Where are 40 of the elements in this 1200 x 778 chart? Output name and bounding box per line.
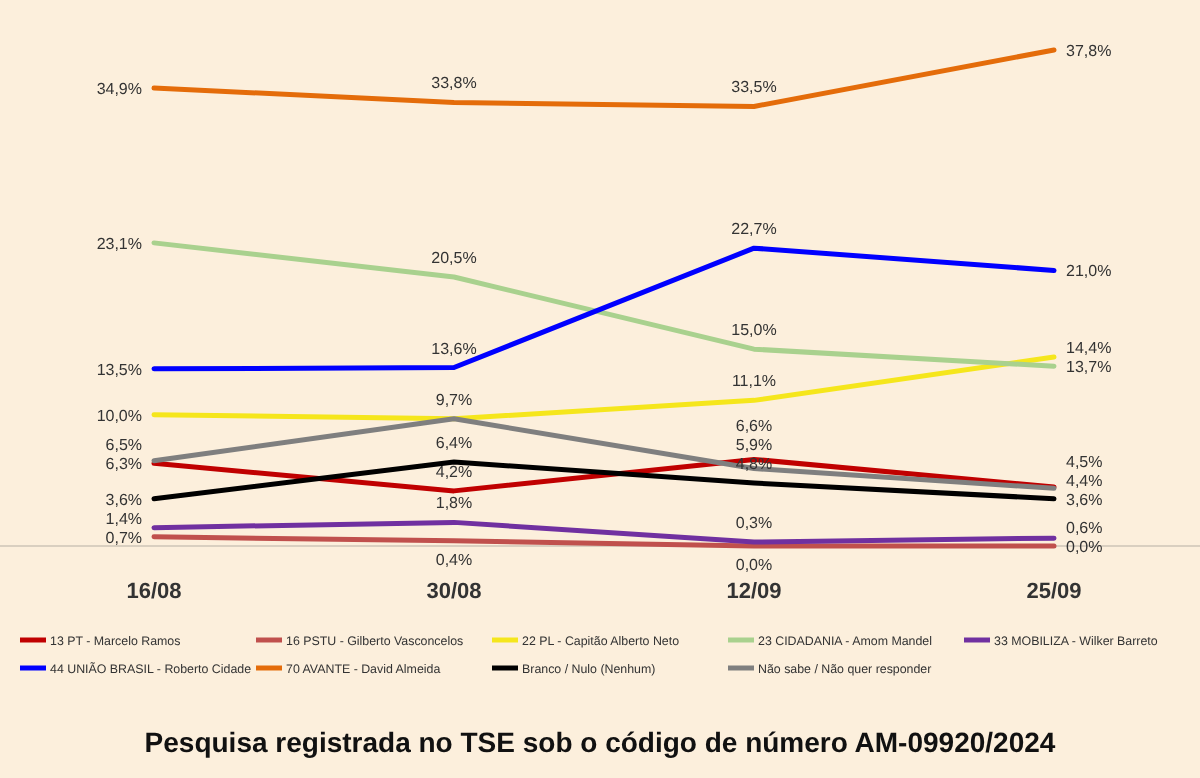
- data-label: 6,6%: [735, 417, 773, 436]
- data-label: 4,5%: [1066, 452, 1103, 471]
- data-label: 34,9%: [96, 80, 142, 99]
- data-label: 0,0%: [735, 556, 773, 574]
- data-label: 0,7%: [105, 528, 142, 547]
- data-label: 14,4%: [1066, 339, 1112, 358]
- text: Pesquisa registrada no TSE sob o código de número AM-09920/2024: [144, 726, 1056, 758]
- data-label: 4,8%: [735, 455, 773, 474]
- data-label: 6,3%: [105, 455, 142, 474]
- data-label: 6,4%: [435, 434, 473, 453]
- data-label: 5,9%: [735, 436, 773, 455]
- data-label: 1,4%: [105, 509, 142, 528]
- x-tick-label: 25/09: [1026, 580, 1082, 604]
- data-label: 3,6%: [105, 490, 142, 509]
- x-tick-label: 16/08: [126, 580, 182, 604]
- data-label: 0,6%: [1066, 519, 1103, 537]
- data-label: 9,7%: [435, 390, 473, 409]
- data-label: 33,5%: [731, 78, 777, 97]
- data-label: 33,8%: [431, 74, 477, 93]
- data-label: 0,4%: [435, 550, 473, 569]
- data-label: 13,7%: [1066, 358, 1112, 377]
- data-label: 15,0%: [731, 321, 777, 340]
- data-label: 13,5%: [96, 360, 142, 379]
- data-label: 37,8%: [1066, 42, 1112, 60]
- data-label: 11,1%: [731, 372, 777, 391]
- data-label: 4,2%: [435, 462, 473, 481]
- x-tick-label: 12/09: [726, 580, 782, 604]
- data-label: 22,7%: [731, 220, 777, 239]
- x-tick-label: 30/08: [426, 580, 482, 604]
- data-label: 4,4%: [1066, 471, 1103, 490]
- data-label: 20,5%: [431, 249, 477, 268]
- data-label: 6,5%: [105, 436, 142, 455]
- data-label: 0,3%: [735, 514, 773, 533]
- data-label: 13,6%: [431, 339, 477, 358]
- data-label: 1,8%: [435, 494, 473, 513]
- data-label: 3,6%: [1066, 490, 1103, 509]
- data-label: 23,1%: [96, 234, 142, 253]
- data-label: 0,0%: [1066, 538, 1103, 556]
- data-label: 21,0%: [1066, 262, 1112, 281]
- data-label: 10,0%: [96, 406, 142, 425]
